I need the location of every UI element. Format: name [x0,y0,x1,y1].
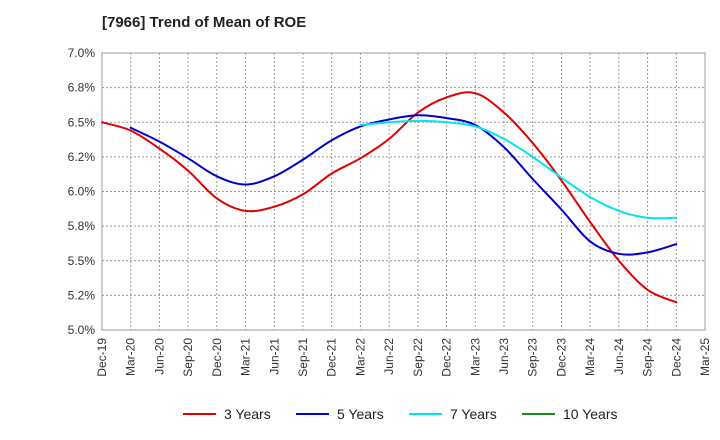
x-tick-label: Dec-23 [554,338,568,377]
series-line-7-years [359,119,678,220]
y-tick-label: 6.2% [68,150,96,164]
x-tick-label: Sep-23 [526,338,540,377]
x-tick-label: Jun-22 [382,338,396,375]
x-tick-label: Sep-21 [296,338,310,377]
x-tick-label: Dec-24 [669,338,683,377]
x-tick-label: Mar-23 [468,338,482,376]
x-tick-label: Jun-24 [612,338,626,375]
y-tick-label: 6.5% [68,115,96,129]
x-tick-label: Jun-23 [497,338,511,375]
y-tick-label: 5.8% [68,219,96,233]
y-tick-label: 6.8% [68,81,96,95]
x-tick-label: Mar-20 [124,338,138,376]
y-tick-label: 5.0% [68,323,96,337]
legend-label: 3 Years [224,406,271,422]
x-tick-label: Sep-24 [641,338,655,377]
x-tick-label: Jun-21 [267,338,281,375]
legend-label: 10 Years [563,406,618,422]
x-axis: Dec-19 Mar-20 Jun-20 Sep-20 Dec-20 Mar-21 Jun-… [95,338,712,377]
legend-label: 7 Years [450,406,497,422]
chart-title: [7966] Trend of Mean of ROE [102,14,307,31]
x-tick-label: Dec-21 [325,338,339,377]
series-layer [101,91,678,304]
x-tick-label: Mar-25 [698,338,712,376]
x-tick-label: Dec-22 [440,338,454,377]
x-tick-label: Dec-19 [95,338,109,377]
series-line-3-years [101,91,678,304]
x-tick-label: Sep-20 [181,338,195,377]
legend-label: 5 Years [337,406,384,422]
y-tick-label: 7.0% [68,46,96,60]
x-tick-label: Sep-22 [411,338,425,377]
x-tick-label: Jun-20 [152,338,166,375]
y-tick-label: 5.5% [68,254,96,268]
plot-border [101,52,706,331]
y-tick-label: 5.2% [68,288,96,302]
y-axis: 5.0% 5.2% 5.5% 5.8% 6.0% 6.2% 6.5% 6.8% 7.0% [68,46,96,337]
x-tick-label: Mar-21 [239,338,253,376]
y-tick-label: 6.0% [68,185,96,199]
series-line-5-years [129,114,678,256]
x-tick-label: Mar-24 [583,338,597,376]
legend: 3 Years 5 Years 7 Years 10 Years [183,406,618,422]
x-tick-label: Dec-20 [210,338,224,377]
x-tick-label: Mar-22 [353,338,367,376]
